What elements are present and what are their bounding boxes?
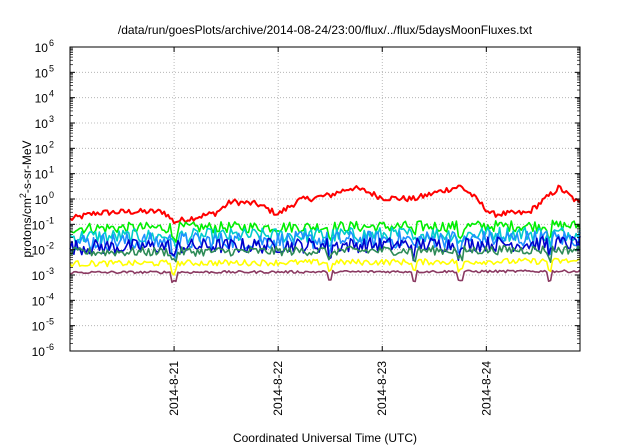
- chart-title: /data/run/goesPlots/archive/2014-08-24/2…: [118, 23, 533, 37]
- series-line: [69, 219, 581, 243]
- series-line: [69, 257, 581, 276]
- series-line: [69, 230, 581, 260]
- x-tick-label: 2014-8-24: [479, 361, 493, 416]
- data-series: [69, 184, 581, 284]
- y-axis-label: protons/cm2-s-sr-MeV: [18, 140, 34, 257]
- series-line: [69, 184, 581, 225]
- x-tick-label: 2014-8-22: [271, 361, 285, 416]
- x-tick-label: 2014-8-23: [375, 361, 389, 416]
- x-tick-label: 2014-8-21: [167, 361, 181, 416]
- x-axis-ticks: 2014-8-21 2014-8-22 2014-8-23 2014-8-24: [167, 47, 493, 416]
- series-line: [69, 244, 581, 264]
- series-line: [69, 269, 581, 284]
- x-axis-label: Coordinated Universal Time (UTC): [233, 431, 417, 445]
